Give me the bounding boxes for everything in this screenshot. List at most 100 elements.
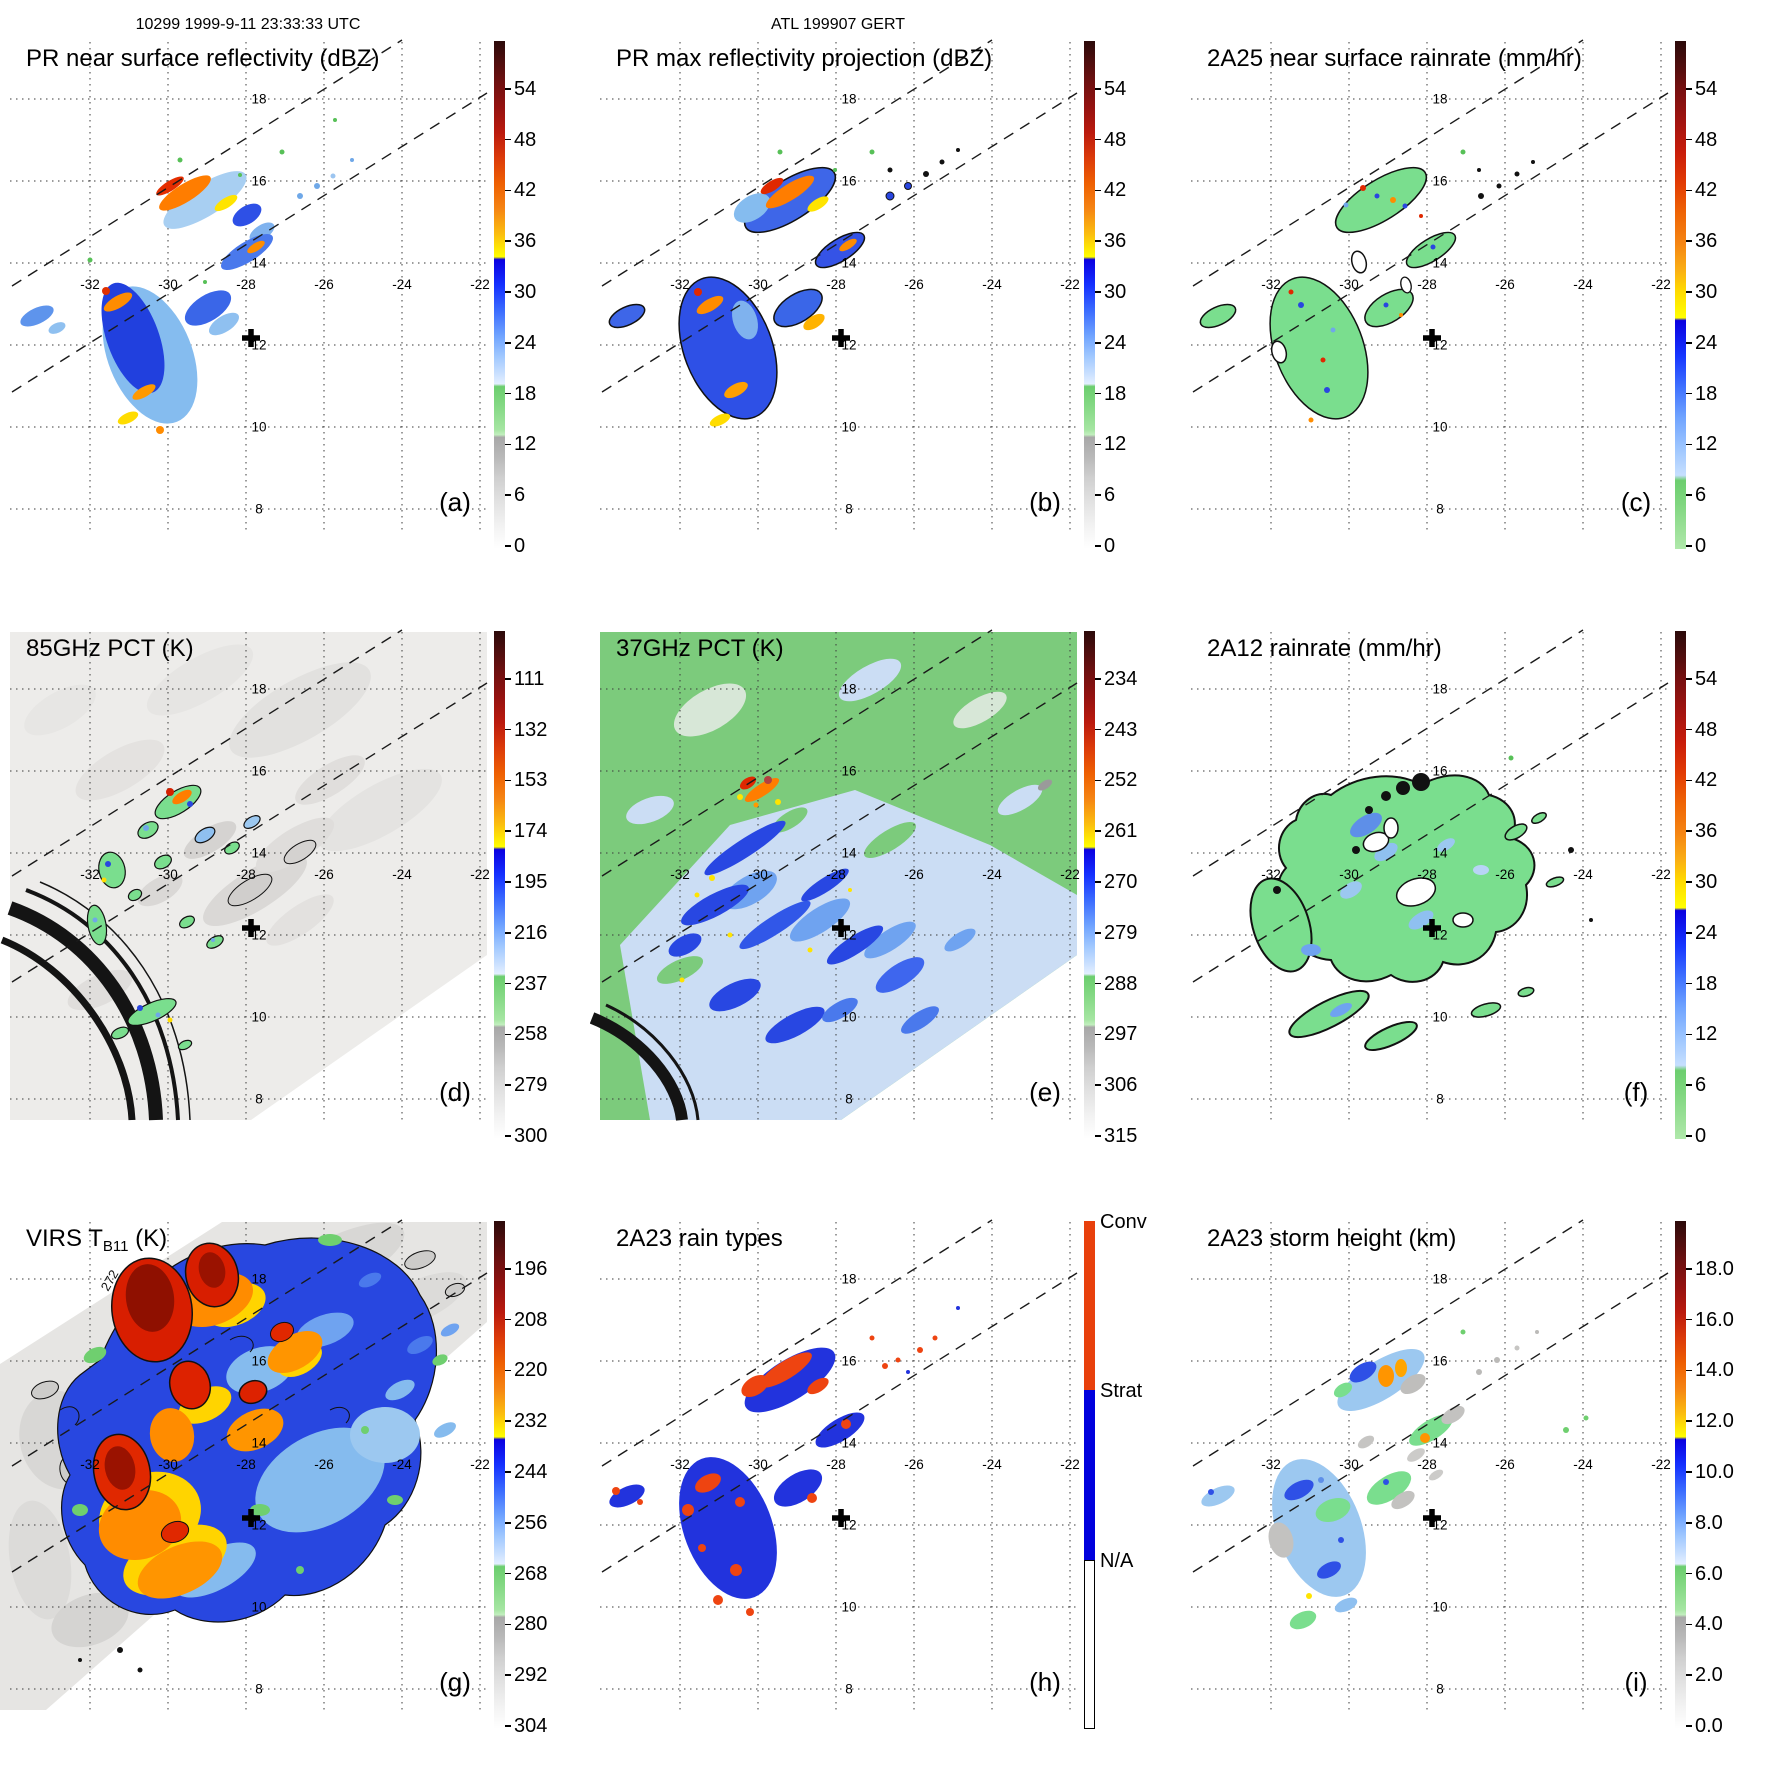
svg-text:18: 18 (1432, 1272, 1447, 1287)
svg-text:-24: -24 (982, 1457, 1002, 1472)
svg-text:-32: -32 (80, 1457, 100, 1472)
svg-text:-22: -22 (470, 277, 490, 292)
storm-center-cross (242, 919, 260, 937)
storm-center-cross (1423, 1509, 1441, 1527)
svg-text:-32: -32 (670, 1457, 690, 1472)
svg-text:-22: -22 (470, 867, 490, 882)
svg-text:-30: -30 (1339, 867, 1359, 882)
svg-text:8: 8 (255, 502, 263, 517)
storm-center-cross (242, 1509, 260, 1527)
svg-text:10: 10 (251, 1600, 266, 1615)
svg-text:-26: -26 (1495, 1457, 1515, 1472)
panel-h: -32 -30 -28 -26 -24 -22 18 16 14 12 10 8 2A23 rain t… (590, 1180, 1180, 1771)
svg-text:16: 16 (841, 1354, 856, 1369)
svg-text:-26: -26 (314, 1457, 334, 1472)
graticule-labels: -32 -30 -28 -26 -24 -22 18 16 14 12 10 8 (670, 92, 1080, 517)
panel-i: -32 -30 -28 -26 -24 -22 18 16 14 12 10 8 2A23 storm … (1181, 1180, 1771, 1771)
panel-g: 272 -32 -30 -28 -26 -24 -22 18 16 14 12 10 8 VIRS TB1… (0, 1180, 590, 1771)
svg-text:-26: -26 (904, 867, 924, 882)
svg-text:-28: -28 (826, 1457, 846, 1472)
graticule-labels: -32 -30 -28 -26 -24 -22 18 16 14 12 10 8 (670, 1272, 1080, 1697)
panel-title: 37GHz PCT (K) (616, 635, 784, 662)
svg-text:-28: -28 (236, 277, 256, 292)
svg-text:-28: -28 (236, 867, 256, 882)
swath-edge-lines (1192, 1219, 1669, 1573)
svg-text:8: 8 (1436, 1682, 1444, 1697)
storm-center-cross (832, 329, 850, 347)
panel-letter: (g) (439, 1667, 471, 1697)
svg-text:-30: -30 (1339, 1457, 1359, 1472)
storm-center-cross (1423, 919, 1441, 937)
panel-a: -32 -30 -28 -26 -24 -22 18 16 14 12 10 8 PR near sur… (0, 0, 590, 591)
svg-text:16: 16 (841, 764, 856, 779)
svg-text:10: 10 (841, 1600, 856, 1615)
panel-f: -32 -30 -28 -26 -24 -22 18 16 14 12 10 8 2A12 rainra… (1181, 590, 1771, 1181)
svg-text:-24: -24 (392, 277, 412, 292)
swath-edge-lines (601, 629, 1078, 983)
svg-text:-22: -22 (1060, 867, 1080, 882)
svg-text:-28: -28 (1417, 867, 1437, 882)
swath-background (10, 632, 487, 1120)
svg-text:14: 14 (251, 846, 267, 861)
svg-text:8: 8 (1436, 502, 1444, 517)
svg-text:-30: -30 (748, 277, 768, 292)
svg-text:-30: -30 (158, 867, 178, 882)
svg-text:12: 12 (251, 928, 266, 943)
svg-text:16: 16 (251, 174, 266, 189)
svg-text:-28: -28 (1417, 1457, 1437, 1472)
svg-text:16: 16 (1432, 1354, 1447, 1369)
svg-text:12: 12 (841, 928, 856, 943)
map-f: -32 -30 -28 -26 -24 -22 18 16 14 12 10 8 2A12 rainra… (1191, 629, 1671, 1120)
swath-edge-lines (11, 39, 488, 393)
svg-text:14: 14 (251, 1436, 267, 1451)
map-d: -32 -30 -28 -26 -24 -22 18 16 14 12 10 8 85GHz PCT (… (0, 629, 490, 1121)
svg-text:10: 10 (841, 420, 856, 435)
svg-text:12: 12 (251, 338, 266, 353)
map-data (590, 776, 1053, 1121)
panel-letter: (i) (1624, 1667, 1648, 1697)
svg-text:10: 10 (1432, 420, 1447, 435)
svg-text:18: 18 (251, 92, 266, 107)
svg-text:-26: -26 (1495, 867, 1515, 882)
graticule-labels: -32 -30 -28 -26 -24 -22 18 16 14 12 10 8 (80, 682, 490, 1107)
panel-letter: (f) (1623, 1077, 1649, 1107)
swath-edge-lines (11, 629, 488, 983)
svg-text:18: 18 (1432, 682, 1447, 697)
svg-text:10: 10 (1432, 1600, 1447, 1615)
map-data (0, 784, 317, 1121)
swath-edge-lines (1192, 629, 1669, 983)
panel-title: PR near surface reflectivity (dBZ) (26, 45, 379, 72)
svg-text:14: 14 (841, 256, 857, 271)
map-data (608, 148, 960, 427)
svg-text:12: 12 (841, 338, 856, 353)
svg-text:18: 18 (1432, 92, 1447, 107)
swath-edge-lines (601, 39, 1078, 393)
svg-text:-24: -24 (1573, 867, 1593, 882)
svg-text:18: 18 (841, 1272, 856, 1287)
map-b: -32 -30 -28 -26 -24 -22 18 16 14 12 10 8 PR max refl… (600, 39, 1080, 530)
svg-text:8: 8 (845, 502, 853, 517)
svg-text:-26: -26 (904, 277, 924, 292)
panel-title: 85GHz PCT (K) (26, 635, 194, 662)
svg-text:18: 18 (251, 1272, 266, 1287)
svg-text:-24: -24 (1573, 1457, 1593, 1472)
svg-text:-22: -22 (1060, 277, 1080, 292)
svg-text:-24: -24 (1573, 277, 1593, 292)
svg-text:8: 8 (1436, 1092, 1444, 1107)
map-h: -32 -30 -28 -26 -24 -22 18 16 14 12 10 8 2A23 rain t… (600, 1219, 1080, 1710)
graticule-labels: -32 -30 -28 -26 -24 -22 18 16 14 12 10 8 (670, 682, 1080, 1107)
svg-text:16: 16 (1432, 764, 1447, 779)
map-c: -32 -30 -28 -26 -24 -22 18 16 14 12 10 8 2A25 near s… (1191, 39, 1671, 530)
graticule-labels: -32 -30 -28 -26 -24 -22 18 16 14 12 10 8 (1261, 1272, 1671, 1697)
svg-text:10: 10 (841, 1010, 856, 1025)
overpass-header: 10299 1999-9-11 23:33:33 UTC (135, 16, 361, 33)
svg-text:16: 16 (251, 1354, 266, 1369)
svg-text:18: 18 (841, 682, 856, 697)
svg-text:-26: -26 (314, 867, 334, 882)
panel-title: 2A25 near surface rainrate (mm/hr) (1207, 45, 1582, 72)
svg-text:10: 10 (251, 1010, 266, 1025)
svg-text:-24: -24 (982, 277, 1002, 292)
svg-text:8: 8 (845, 1092, 853, 1107)
svg-text:16: 16 (251, 764, 266, 779)
map-e: -32 -30 -28 -26 -24 -22 18 16 14 12 10 8 37GHz PCT (… (590, 629, 1080, 1121)
